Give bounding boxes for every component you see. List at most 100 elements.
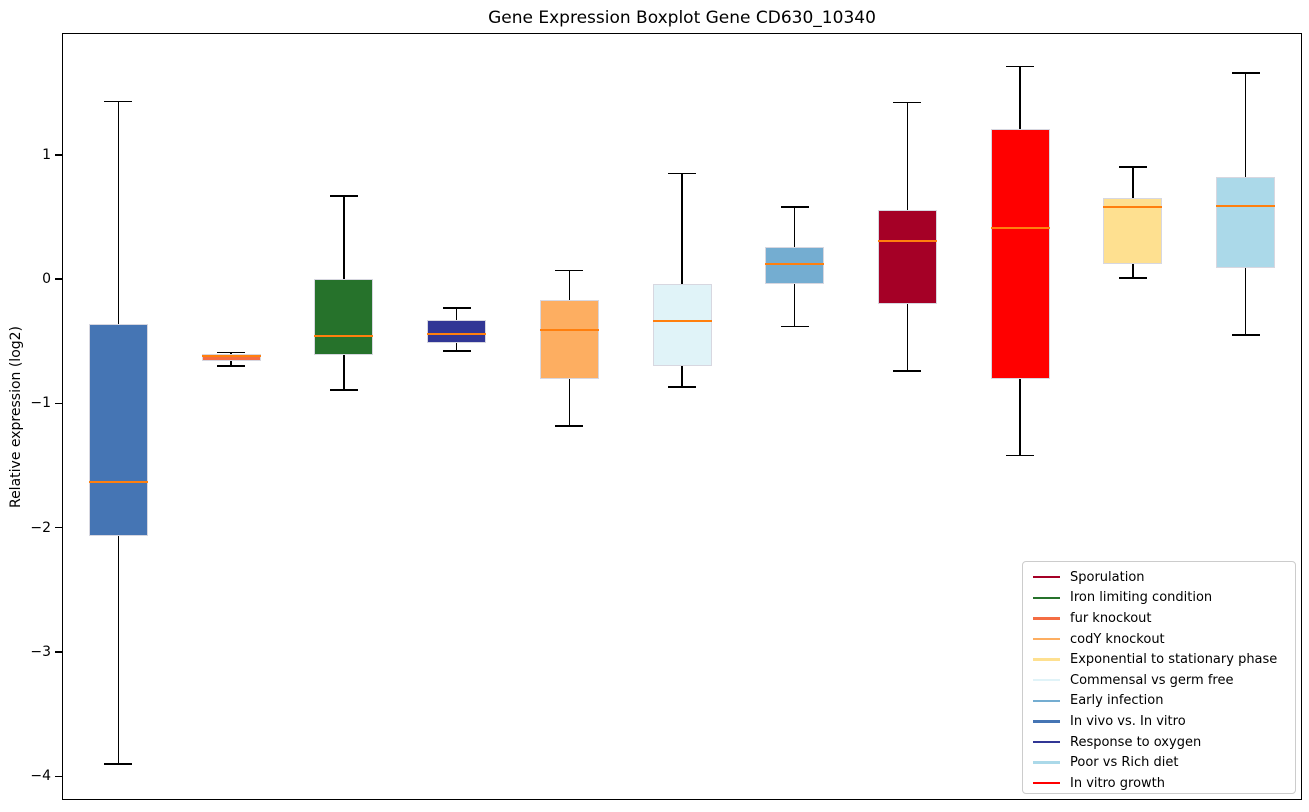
legend-color-sample	[1033, 596, 1060, 600]
lower-whisker-cap	[555, 425, 584, 427]
median-line	[539, 329, 599, 332]
y-tick-mark	[55, 651, 62, 653]
y-tick-mark	[55, 278, 62, 280]
median-line	[765, 263, 825, 266]
lower-whisker-cap	[442, 350, 471, 353]
upper-whisker	[568, 270, 571, 301]
y-tick-label: 0	[42, 271, 51, 288]
upper-whisker	[906, 102, 909, 210]
lower-whisker	[455, 342, 458, 352]
lower-whisker-cap	[668, 386, 696, 389]
lower-whisker	[117, 536, 120, 764]
upper-whisker-cap	[555, 269, 584, 272]
lower-whisker-cap	[217, 365, 246, 367]
box-rect	[539, 300, 599, 379]
legend-label: Poor vs Rich diet	[1070, 755, 1179, 771]
legend-row-commensal-vs-germ-free: Commensal vs germ free	[1023, 670, 1295, 691]
median-line	[427, 332, 487, 335]
box-rect	[88, 323, 148, 537]
legend-row-poor-vs-rich-diet: Poor vs Rich diet	[1023, 752, 1295, 773]
legend-color-sample	[1033, 782, 1060, 785]
legend-label: In vitro growth	[1070, 775, 1165, 791]
box-rect	[990, 128, 1050, 379]
y-tick-label: −1	[30, 395, 51, 412]
legend-label: In vivo vs. In vitro	[1070, 713, 1186, 729]
legend-row-response-to-oxygen: Response to oxygen	[1023, 732, 1295, 753]
lower-whisker	[1132, 264, 1134, 278]
lower-whisker	[343, 354, 345, 390]
box-rect	[1216, 177, 1276, 268]
y-axis-label: Relative expression (log2)	[8, 325, 24, 509]
legend-color-sample	[1033, 699, 1060, 703]
y-tick-label: −2	[30, 519, 51, 536]
upper-whisker	[681, 173, 683, 285]
upper-whisker-cap	[1231, 71, 1260, 74]
legend-label: Response to oxygen	[1070, 734, 1202, 750]
box-rect	[314, 279, 374, 355]
y-tick-mark	[55, 154, 62, 156]
legend: Sporulation Iron limiting condition fur kn…	[1022, 561, 1296, 794]
lower-whisker-cap	[1231, 334, 1260, 336]
legend-label: Sporulation	[1070, 569, 1145, 585]
median-line	[201, 355, 261, 358]
upper-whisker	[1244, 72, 1247, 178]
upper-whisker-cap	[104, 100, 133, 103]
upper-whisker	[343, 195, 345, 280]
lower-whisker	[568, 378, 571, 426]
median-line	[1103, 206, 1163, 209]
median-line	[1216, 204, 1276, 207]
legend-color-sample	[1033, 761, 1060, 764]
y-tick-label: −4	[30, 768, 51, 785]
box-rect	[765, 246, 825, 285]
box-rect	[1103, 198, 1163, 265]
upper-whisker-cap	[442, 306, 471, 309]
median-line	[314, 335, 374, 338]
y-tick-mark	[55, 402, 62, 405]
upper-whisker	[1132, 167, 1134, 199]
lower-whisker-cap	[893, 370, 922, 372]
legend-label: Exponential to stationary phase	[1070, 652, 1278, 668]
median-line	[877, 239, 937, 242]
median-line	[88, 480, 148, 483]
legend-row-exponential-to-stationary-phase: Exponential to stationary phase	[1023, 649, 1295, 670]
box-rect	[427, 320, 487, 343]
lower-whisker	[230, 360, 232, 367]
legend-color-sample	[1033, 740, 1060, 744]
lower-whisker-cap	[780, 325, 809, 328]
median-line	[652, 320, 712, 323]
lower-whisker	[681, 366, 683, 388]
legend-row-in-vivo-vs-in-vitro: In vivo vs. In vitro	[1023, 711, 1295, 732]
chart-title: Gene Expression Boxplot Gene CD630_10340	[488, 8, 876, 28]
upper-whisker-cap	[1118, 166, 1147, 169]
legend-label: Early infection	[1070, 693, 1164, 709]
lower-whisker	[1244, 267, 1247, 336]
upper-whisker	[455, 307, 458, 321]
legend-color-sample	[1033, 617, 1060, 620]
legend-row-sporulation: Sporulation	[1023, 567, 1295, 588]
y-tick-mark	[55, 527, 62, 529]
lower-whisker-cap	[1118, 277, 1147, 279]
lower-whisker-cap	[1006, 454, 1035, 457]
legend-label: Iron limiting condition	[1070, 590, 1213, 606]
legend-row-fur-knockout: fur knockout	[1023, 608, 1295, 629]
box-rect	[652, 284, 712, 367]
upper-whisker-cap	[893, 101, 922, 104]
upper-whisker	[1019, 66, 1021, 129]
legend-color-sample	[1033, 637, 1060, 641]
upper-whisker-cap	[780, 206, 809, 208]
lower-whisker	[1019, 378, 1021, 456]
lower-whisker-cap	[104, 763, 133, 765]
y-tick-mark	[55, 775, 62, 778]
legend-label: Commensal vs germ free	[1070, 672, 1234, 688]
upper-whisker-cap	[329, 195, 358, 197]
median-line	[990, 227, 1050, 230]
legend-color-sample	[1033, 576, 1060, 579]
legend-color-sample	[1033, 658, 1060, 661]
legend-color-sample	[1033, 679, 1060, 682]
upper-whisker-cap	[1006, 65, 1035, 68]
legend-label: fur knockout	[1070, 610, 1152, 626]
legend-row-cody-knockout: codY knockout	[1023, 629, 1295, 650]
upper-whisker	[793, 207, 796, 247]
y-tick-label: −3	[30, 644, 51, 661]
